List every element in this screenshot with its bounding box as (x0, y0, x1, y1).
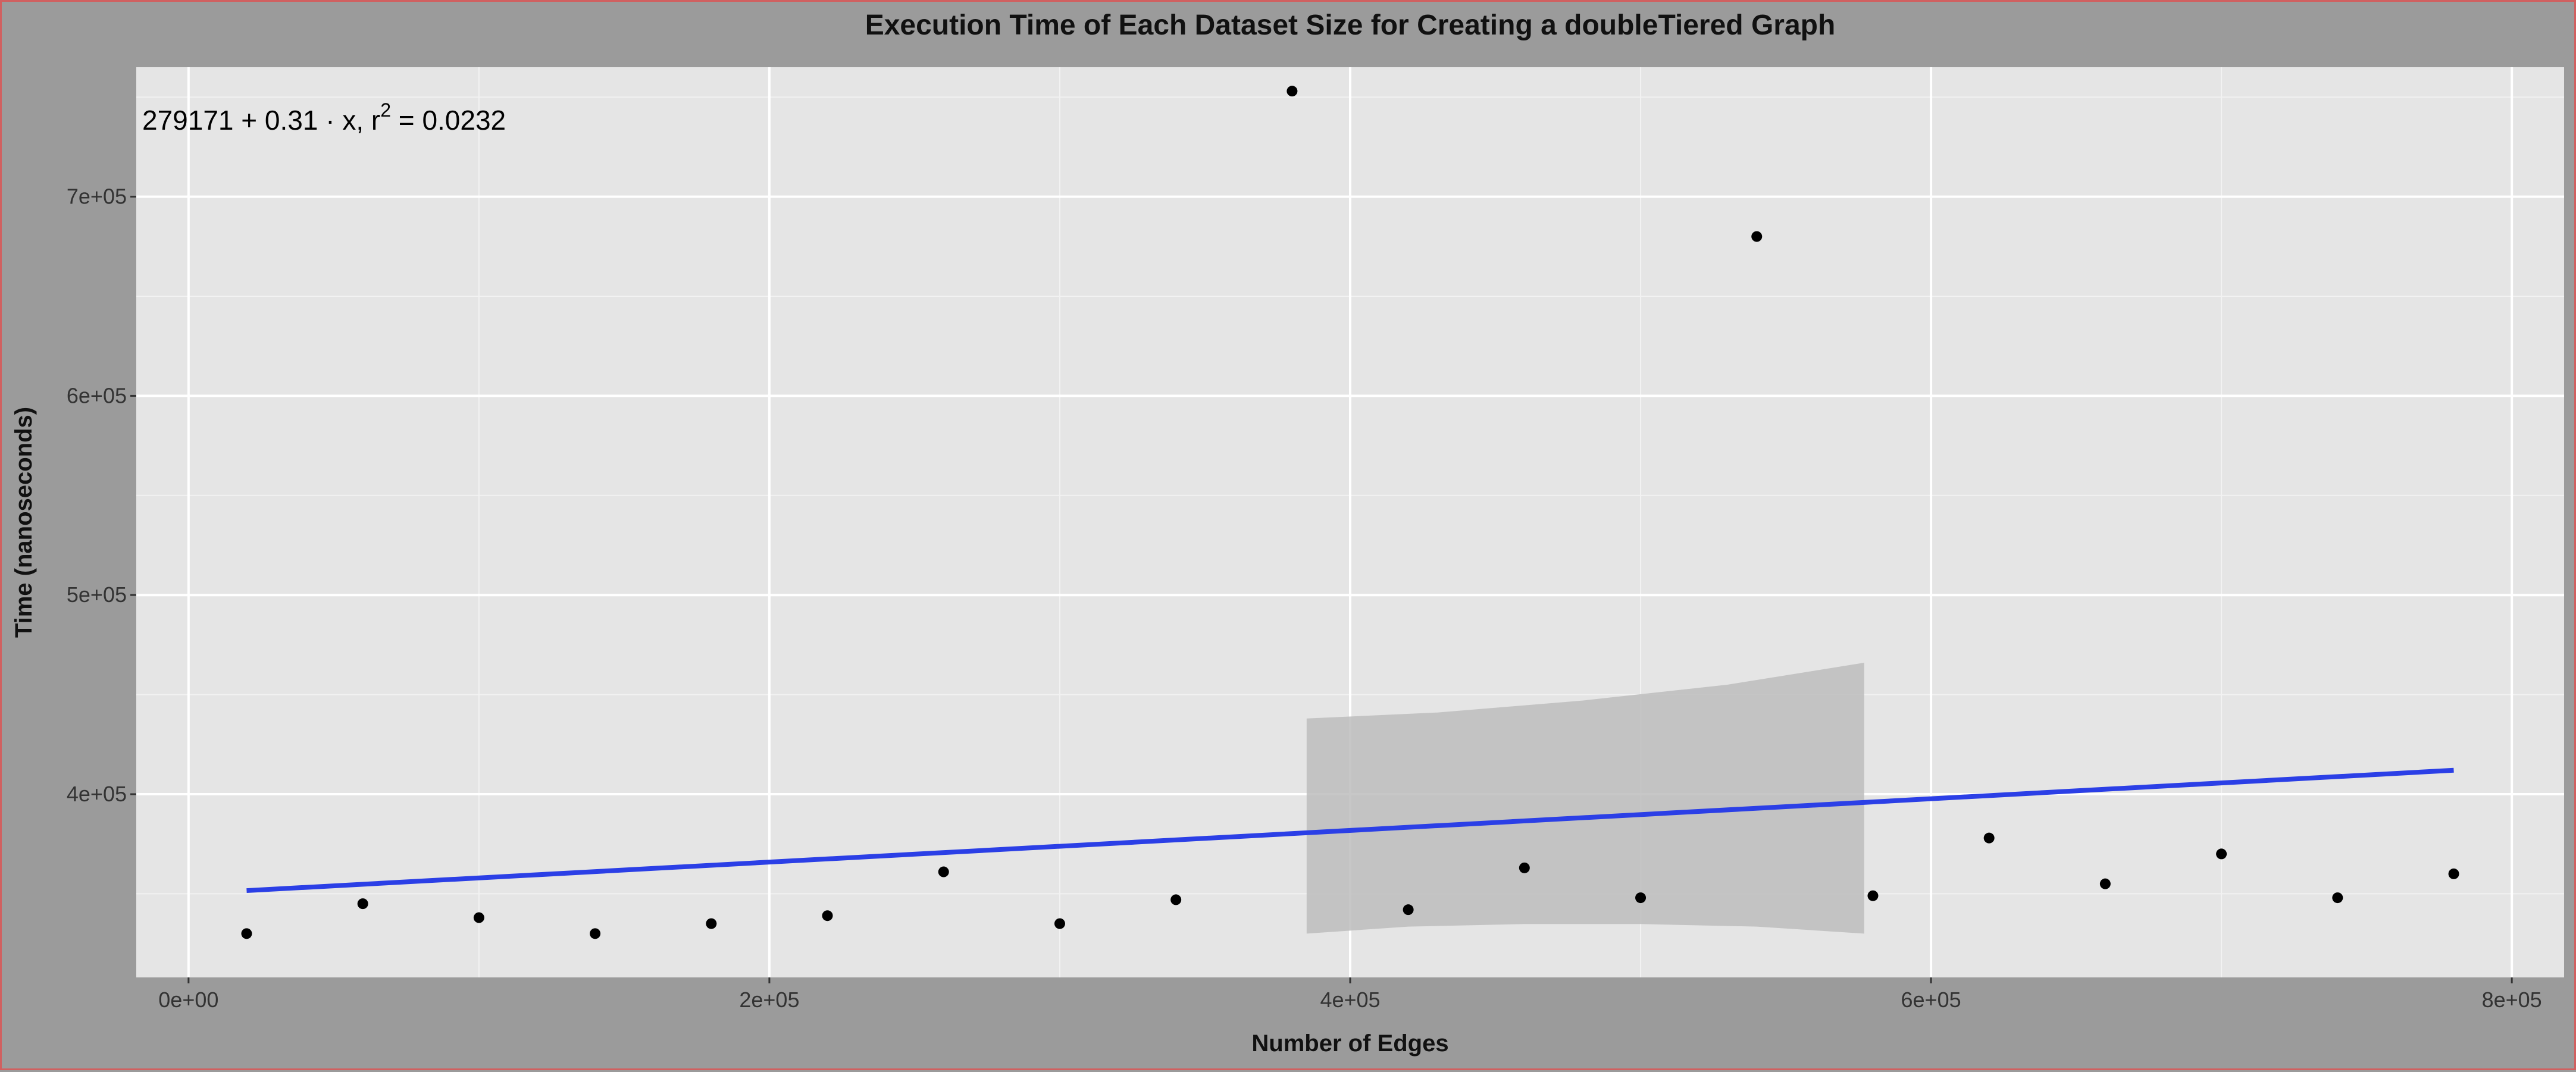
x-axis-title: Number of Edges (1251, 1030, 1448, 1057)
x-tick-label: 6e+05 (1901, 988, 1961, 1012)
y-axis: 4e+05 5e+05 6e+05 7e+05 (67, 184, 136, 806)
equation-suffix: = 0.0232 (391, 105, 506, 136)
x-axis: 0e+00 2e+05 4e+05 6e+05 8e+05 (158, 977, 2542, 1012)
data-point (1751, 231, 1763, 242)
equation-prefix: 279171 + 0.31 · x, r (142, 105, 380, 136)
data-point (2448, 868, 2459, 879)
data-point (357, 898, 368, 910)
data-point (241, 928, 252, 939)
data-point (822, 910, 833, 921)
x-tick-label: 2e+05 (739, 988, 799, 1012)
confidence-band (1306, 663, 1864, 934)
data-point (1287, 86, 1298, 97)
regression-equation: 279171 + 0.31 · x, r2 = 0.0232 (142, 99, 506, 136)
equation-superscript: 2 (380, 99, 391, 121)
data-point (1519, 862, 1530, 873)
y-axis-title: Time (nanoseconds) (11, 407, 37, 638)
data-point (2216, 848, 2227, 860)
data-point (938, 866, 949, 877)
fit-line-layer (246, 767, 2454, 894)
data-point (590, 928, 601, 939)
y-tick-label: 7e+05 (67, 184, 127, 209)
data-point (1403, 904, 1414, 916)
points-layer (241, 86, 2459, 939)
chart-title: Execution Time of Each Dataset Size for … (865, 10, 1836, 41)
data-point (1635, 892, 1647, 904)
y-tick-label: 5e+05 (67, 582, 127, 607)
x-tick-label: 4e+05 (1320, 988, 1380, 1012)
y-tick-label: 4e+05 (67, 782, 127, 806)
regression-line (246, 767, 2454, 894)
confidence-band-layer (1306, 663, 1864, 934)
y-tick-label: 6e+05 (67, 383, 127, 408)
x-tick-label: 8e+05 (2482, 988, 2542, 1012)
data-point (473, 912, 484, 923)
data-point (1054, 918, 1065, 929)
data-point (1170, 894, 1182, 905)
data-point (1983, 832, 1995, 844)
data-point (1867, 890, 1879, 901)
data-point (2099, 878, 2111, 889)
data-point (2332, 892, 2343, 904)
x-tick-label: 0e+00 (158, 988, 218, 1012)
data-point (706, 918, 717, 929)
